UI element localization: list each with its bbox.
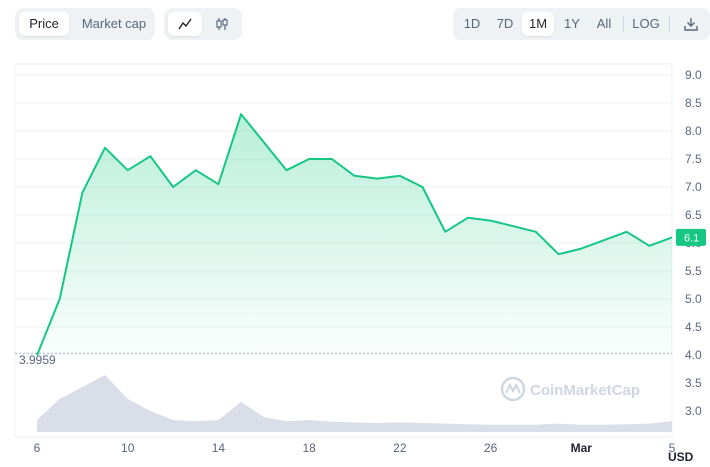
download-button[interactable] [676,12,706,36]
price-line [36,113,673,356]
volume-tick-label: 3.0 [685,404,702,418]
log-scale-toggle[interactable]: LOG [632,16,660,31]
date-axis: 6 10 14 18 22 26 Mar 5 [34,441,676,455]
metric-toggle: Price Market cap [15,8,155,40]
volume-tick-label: 3.5 [685,376,702,390]
date-tick-label: 22 [393,441,407,455]
range-divider [623,16,624,32]
tab-price[interactable]: Price [19,12,69,36]
currency-label: USD [668,450,694,464]
price-tick-label: 7.5 [685,152,702,166]
range-toggle: 1D 7D 1M 1Y All LOG [453,8,710,40]
price-axis: 9.08.58.07.57.06.56.05.55.04.54.0 [685,68,702,362]
current-price-label: 6.1 [684,232,699,244]
date-tick-label: 5 [669,441,676,455]
price-tick-label: 5.0 [685,292,702,306]
range-all[interactable]: All [596,16,612,31]
date-tick-label: 6 [34,441,41,455]
candlestick-chart-button[interactable] [205,12,239,36]
volume-axis: 3.5 3.0 [685,376,702,418]
download-icon [684,18,698,31]
price-tick-label: 6.5 [685,208,702,222]
price-tick-label: 9.0 [685,68,702,82]
line-chart-button[interactable] [168,12,202,36]
range-1d[interactable]: 1D [463,16,481,31]
date-tick-label: 10 [121,441,135,455]
price-tick-label: 8.5 [685,96,702,110]
price-area [37,114,672,356]
line-chart-icon [178,18,192,30]
price-tick-label: 5.5 [685,264,702,278]
watermark-text: CoinMarketCap [530,382,640,399]
range-1y[interactable]: 1Y [564,16,580,31]
tab-market-cap[interactable]: Market cap [81,16,147,31]
price-tick-label: 4.0 [685,348,702,362]
date-tick-label: 18 [302,441,316,455]
baseline-price-label: 3.9959 [19,353,56,367]
download-divider [669,16,670,32]
volume-area [37,375,672,432]
date-tick-label: Mar [571,441,593,455]
candlestick-chart-icon [216,18,228,30]
date-tick-label: 26 [484,441,498,455]
date-tick-label: 14 [212,441,226,455]
price-tick-label: 8.0 [685,124,702,138]
volume-shape [37,375,672,432]
range-7d[interactable]: 7D [496,16,514,31]
range-1m[interactable]: 1M [522,12,554,36]
price-tick-label: 4.5 [685,320,702,334]
chart-type-toggle [164,8,242,40]
current-price-badge: 6.1 [676,228,706,246]
price-tick-label: 7.0 [685,180,702,194]
coinmarketcap-watermark: CoinMarketCap [500,376,640,402]
